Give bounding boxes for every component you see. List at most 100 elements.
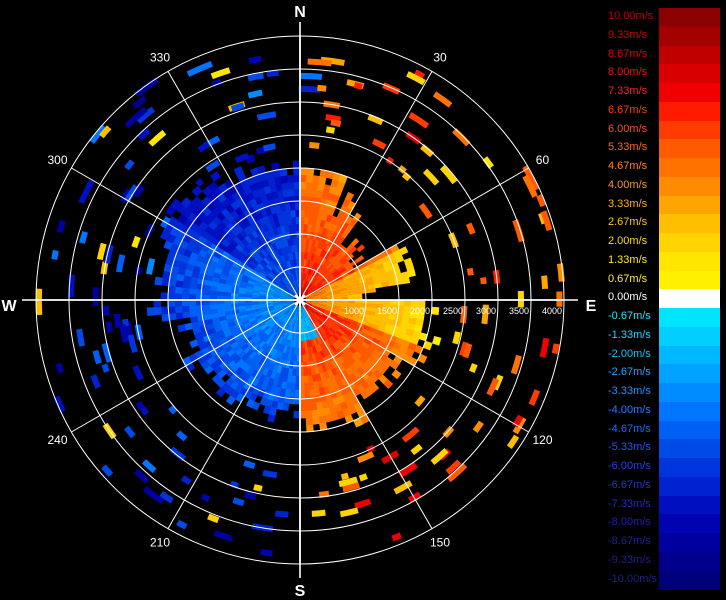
echo-cell [205,322,215,331]
echo-cell [285,346,291,355]
echo-cell [337,355,345,365]
echo-cell [330,119,342,128]
echo-cell [344,263,353,271]
legend-label: 5.33m/s [608,141,648,154]
legend-label: 3.33m/s [608,197,648,210]
echo-cell [326,319,334,327]
azimuth-line [299,299,529,433]
echo-cell [303,319,306,328]
echo-cell [247,329,256,337]
echo-cell [249,274,258,281]
echo-cell [181,299,190,307]
echo-cell [332,194,341,204]
echo-cell [279,295,288,298]
echo-cell [355,255,365,263]
echo-cell [301,305,304,314]
echo-cell [272,250,279,259]
echo-cell [311,304,320,309]
echo-cell [290,281,295,289]
echo-cell [329,315,337,321]
echo-cell [314,312,322,319]
echo-cell [353,350,362,360]
echo-cell [284,308,291,314]
echo-cell [309,245,315,254]
echo-cell [219,337,229,346]
echo-cell [325,126,336,134]
echo-cell [323,331,331,340]
echo-cell [263,315,271,321]
echo-cell [348,322,358,329]
echo-cell [303,258,307,267]
echo-cell [306,318,310,327]
echo-cell [203,313,212,321]
echo-cell [323,340,331,349]
echo-cell [244,294,253,298]
echo-cell [273,266,281,274]
echo-cell [178,260,188,270]
legend-swatch [659,120,720,140]
echo-cell [310,287,317,293]
echo-cell [297,279,300,288]
legend-entry: -9.33m/s [605,551,726,571]
echo-cell [354,300,363,304]
echo-cell [262,256,270,265]
echo-cell [288,188,295,197]
echo-cell [223,291,232,297]
echo-cell [119,324,129,343]
echo-cell [182,281,191,289]
echo-cell [240,343,249,352]
echo-cell [336,338,345,347]
echo-cell [347,356,356,365]
echo-cell [345,215,354,225]
echo-cell [192,326,202,335]
echo-cell [295,305,299,313]
echo-cell [386,339,396,348]
echo-cell [321,227,328,236]
echo-cell [382,82,401,95]
echo-cell [263,185,272,195]
echo-cell [369,373,379,384]
echo-cell [282,287,290,293]
echo-cell [361,341,370,350]
legend-label: -9.33m/s [608,553,651,566]
echo-cell [294,280,298,288]
echo-cell [344,359,353,368]
echo-cell [251,258,260,266]
echo-cell [381,308,390,315]
echo-cell [278,255,284,264]
echo-cell [319,350,326,359]
echo-cell [242,364,252,374]
echo-cell [338,336,347,345]
echo-cell [287,310,293,318]
echo-cell [265,170,275,180]
echo-cell [346,327,355,335]
echo-cell [306,174,314,183]
echo-cell [303,223,309,232]
echo-cell [304,291,311,297]
echo-cell [216,290,225,297]
echo-cell [225,395,236,406]
echo-cell [284,224,290,233]
echo-cell [286,300,295,303]
echo-cell [361,265,370,273]
echo-cell [280,279,287,286]
echo-cell [389,347,400,357]
echo-cell [377,251,387,260]
echo-cell [368,288,377,294]
echo-cell [315,329,321,337]
echo-cell [314,247,321,256]
legend-entry: 8.00m/s [605,64,726,84]
echo-cell [338,267,347,274]
echo-cell [340,324,348,331]
echo-cell [185,263,195,272]
echo-cell [251,353,260,362]
echo-cell [239,229,248,239]
echo-cell [286,300,295,303]
echo-cell [141,459,157,474]
echo-cell [288,245,293,254]
echo-cell [389,304,398,311]
legend-label: -10.00m/s [608,572,657,585]
echo-cell [331,324,340,331]
angle-label: 30 [433,51,447,65]
echo-cell [209,171,221,182]
